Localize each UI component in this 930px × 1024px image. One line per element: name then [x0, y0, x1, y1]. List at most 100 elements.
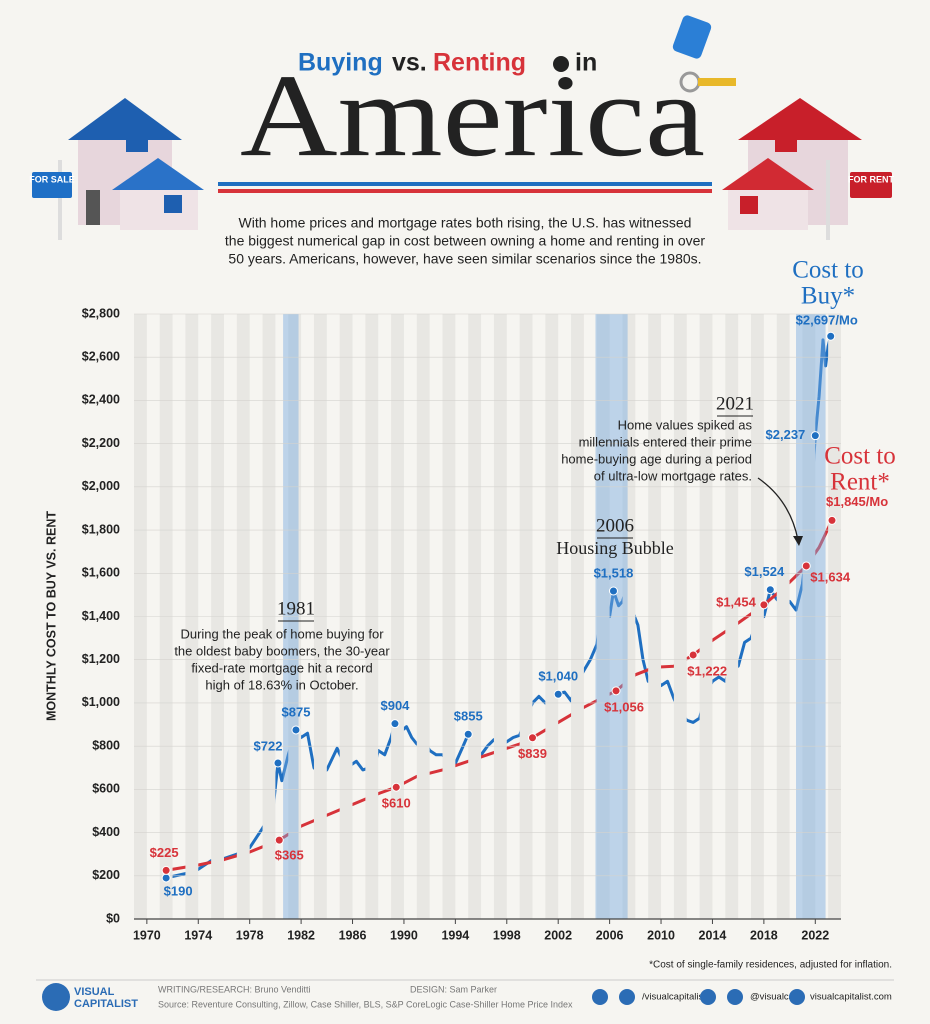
- subtitle: With home prices and mortgage rates both…: [239, 215, 692, 231]
- data-label: $365: [275, 848, 304, 863]
- footnote: *Cost of single-family residences, adjus…: [649, 960, 892, 971]
- data-label: $1,845/Mo: [826, 494, 888, 509]
- y-tick-label: $2,000: [82, 479, 120, 493]
- data-label: $2,697/Mo: [796, 313, 858, 328]
- x-tick-label: 1990: [390, 928, 418, 942]
- data-point: [765, 585, 775, 595]
- y-axis-label: MONTHLY COST TO BUY VS. RENT: [44, 511, 58, 721]
- brand: VISUAL: [74, 986, 115, 998]
- annotation-text: home-buying age during a period: [561, 451, 752, 466]
- data-label: $2,237: [766, 427, 806, 442]
- data-point: [688, 650, 698, 660]
- data-label: $1,634: [810, 569, 851, 584]
- arrow-head: [793, 536, 803, 546]
- y-tick-label: $2,200: [82, 436, 120, 450]
- x-tick-label: 2018: [750, 928, 778, 942]
- data-point: [527, 733, 537, 743]
- social-link: @visualcap: [750, 992, 799, 1003]
- social-icon: [619, 989, 635, 1005]
- data-point: [827, 515, 837, 525]
- house-right: FOR RENT: [722, 98, 895, 240]
- data-point: [391, 782, 401, 792]
- sign: FOR SALE: [29, 174, 75, 184]
- data-point: [826, 331, 836, 341]
- series-name: Cost to: [824, 443, 896, 470]
- data-label: $610: [382, 796, 411, 811]
- data-point: [390, 719, 400, 729]
- data-label: $1,524: [744, 564, 785, 579]
- data-point: [608, 586, 618, 596]
- credit: DESIGN: Sam Parker: [410, 984, 497, 994]
- annotation-text: of ultra-low mortgage rates.: [594, 468, 752, 483]
- social-icon: [789, 989, 805, 1005]
- logo: [42, 983, 70, 1011]
- title-star: [553, 56, 569, 72]
- subtitle: the biggest numerical gap in cost betwee…: [225, 233, 706, 249]
- title-part: Buying: [298, 49, 383, 77]
- data-label: $1,222: [687, 663, 727, 678]
- house-left: FOR SALE: [29, 98, 204, 240]
- keys: [672, 15, 736, 93]
- data-point: [161, 873, 171, 883]
- x-tick-label: 1986: [339, 928, 367, 942]
- annotation-title: 2021: [716, 393, 754, 414]
- data-point: [463, 729, 473, 739]
- y-tick-label: $1,200: [82, 652, 120, 666]
- x-tick-label: 1974: [184, 928, 212, 942]
- annotation-arrow: [757, 477, 799, 541]
- data-label: $904: [380, 698, 410, 713]
- x-tick-label: 1982: [287, 928, 315, 942]
- social-link: /visualcapitalist: [642, 992, 706, 1003]
- data-label: $722: [254, 738, 283, 753]
- annotation-text: millennials entered their prime: [579, 434, 752, 449]
- data-label: $1,056: [604, 699, 644, 714]
- data-label: $225: [150, 845, 179, 860]
- data-label: $1,518: [594, 565, 634, 580]
- annotation-text: fixed-rate mortgage hit a record: [191, 660, 372, 675]
- data-point: [291, 725, 301, 735]
- x-tick-label: 1970: [133, 928, 161, 942]
- y-tick-label: $600: [92, 782, 120, 796]
- data-label: $875: [282, 704, 311, 719]
- data-label: $190: [164, 883, 193, 898]
- y-tick-label: $1,600: [82, 566, 120, 580]
- chart-title: America: [240, 50, 705, 181]
- data-point: [810, 431, 820, 441]
- y-tick-label: $2,400: [82, 393, 120, 407]
- y-tick-label: $1,800: [82, 522, 120, 536]
- series-name: Rent*: [830, 469, 890, 496]
- data-point: [274, 835, 284, 845]
- data-point: [611, 686, 621, 696]
- annotation-text: Home values spiked as: [618, 417, 753, 432]
- subtitle: 50 years. Americans, however, have seen …: [228, 251, 701, 267]
- y-tick-label: $800: [92, 738, 120, 752]
- title-part: Renting: [433, 49, 526, 77]
- credit: WRITING/RESEARCH: Bruno Venditti: [158, 984, 311, 994]
- series-name: Cost to: [792, 257, 864, 284]
- annotation-title: 2006: [596, 515, 634, 536]
- data-label: $839: [518, 746, 547, 761]
- social-icon: [727, 989, 743, 1005]
- data-label: $855: [454, 709, 483, 724]
- annotation-text: During the peak of home buying for: [180, 626, 384, 641]
- y-tick-label: $0: [106, 911, 120, 925]
- title-part: vs.: [392, 49, 427, 77]
- x-tick-label: 2022: [801, 928, 829, 942]
- annotation-title: 1981: [277, 598, 315, 619]
- y-tick-label: $2,800: [82, 306, 120, 320]
- x-tick-label: 2010: [647, 928, 675, 942]
- social-icon: [592, 989, 608, 1005]
- data-point: [553, 689, 563, 699]
- annotation-text: the oldest baby boomers, the 30-year: [174, 643, 390, 658]
- series-name: Buy*: [801, 283, 855, 310]
- y-tick-label: $200: [92, 868, 120, 882]
- social-link: visualcapitalist.com: [810, 992, 892, 1003]
- sign: FOR RENT: [848, 174, 895, 184]
- source: Source: Reventure Consulting, Zillow, Ca…: [158, 999, 573, 1009]
- annotation-text: high of 18.63% in October.: [205, 677, 358, 692]
- social-icon: [700, 989, 716, 1005]
- x-tick-label: 2002: [544, 928, 572, 942]
- brand: CAPITALIST: [74, 998, 138, 1010]
- annotation-subtitle: Housing Bubble: [556, 538, 674, 558]
